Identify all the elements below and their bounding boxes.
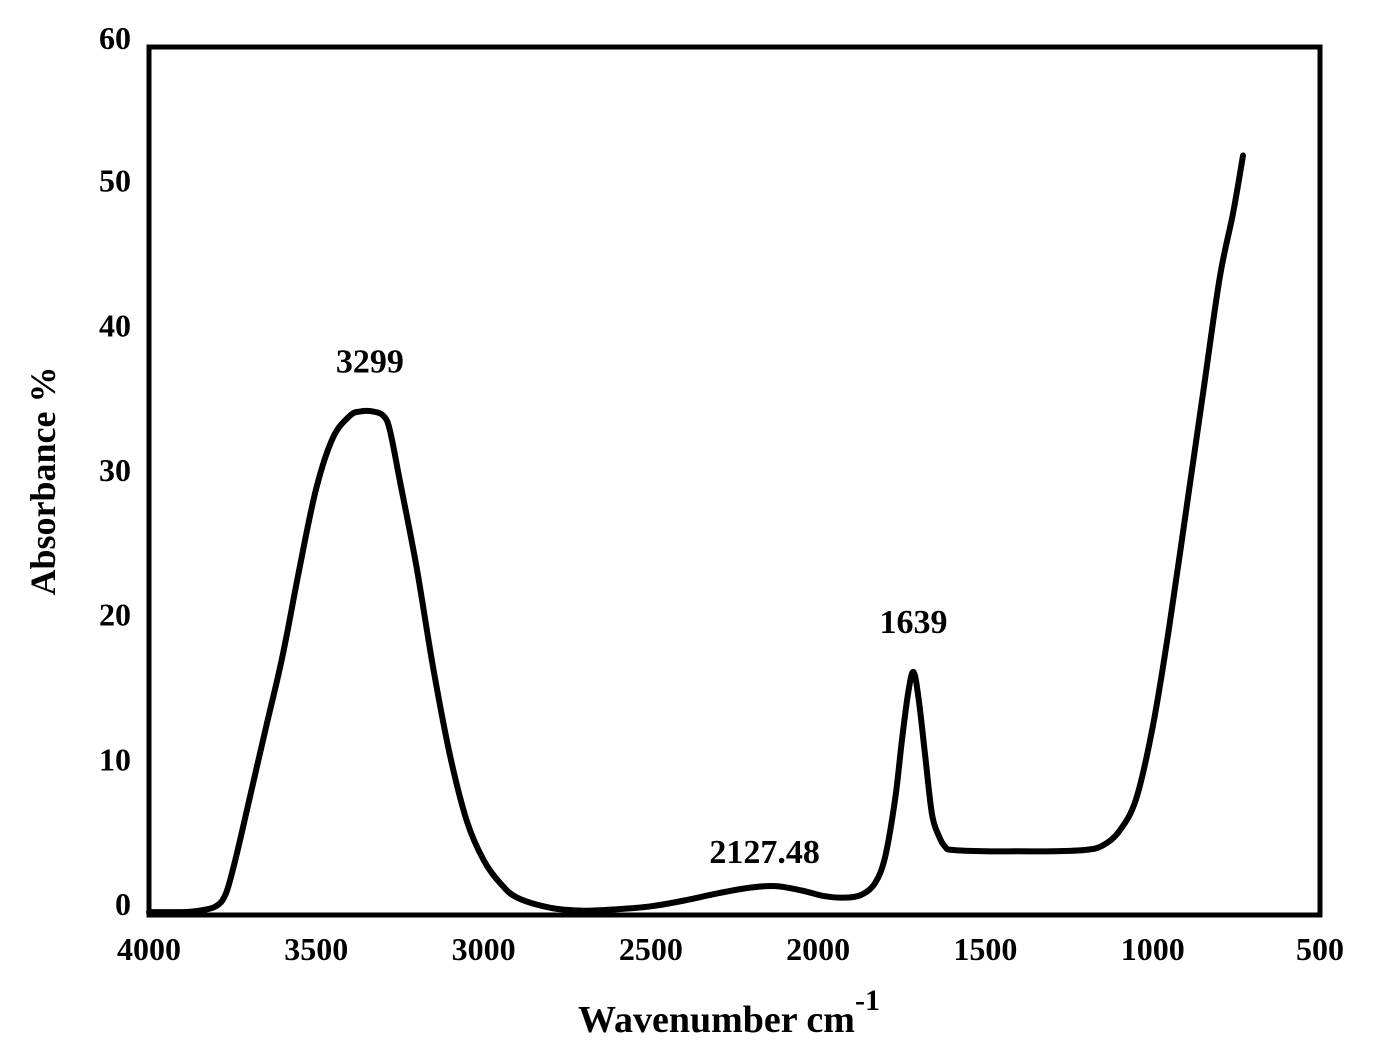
x-tick-label: 3000 bbox=[452, 931, 516, 967]
annotations: 3299 2127.48 1639 bbox=[336, 344, 948, 871]
x-axis-label-superscript: -1 bbox=[855, 984, 880, 1017]
y-tick-label: 40 bbox=[99, 307, 131, 343]
x-tick-label: 4000 bbox=[117, 931, 181, 967]
x-axis-label: Wavenumber cm-1 bbox=[578, 984, 880, 1041]
plot-frame bbox=[146, 44, 1323, 918]
x-axis-ticks: 4000 3500 3000 2500 2000 1500 1000 500 bbox=[117, 931, 1344, 967]
peak-annotation: 3299 bbox=[336, 344, 404, 381]
x-tick-label: 1500 bbox=[953, 931, 1017, 967]
x-tick-label: 2500 bbox=[619, 931, 683, 967]
y-axis-label: Absorbance % bbox=[23, 366, 63, 595]
y-tick-label: 10 bbox=[99, 741, 131, 777]
y-tick-label: 30 bbox=[99, 452, 131, 488]
x-tick-label: 1000 bbox=[1121, 931, 1185, 967]
x-tick-label: 2000 bbox=[786, 931, 850, 967]
y-tick-label: 60 bbox=[99, 20, 131, 56]
peak-annotation: 2127.48 bbox=[709, 834, 820, 871]
y-tick-label: 0 bbox=[115, 886, 131, 922]
x-tick-label: 500 bbox=[1296, 931, 1344, 967]
x-tick-label: 3500 bbox=[284, 931, 348, 967]
peak-annotation: 1639 bbox=[879, 604, 947, 641]
series-line bbox=[146, 152, 1246, 916]
y-tick-label: 50 bbox=[99, 163, 131, 199]
y-axis-ticks: 0 10 20 30 40 50 60 bbox=[99, 20, 131, 922]
y-tick-label: 20 bbox=[99, 597, 131, 633]
x-axis-label-text: Wavenumber cm bbox=[578, 999, 855, 1041]
